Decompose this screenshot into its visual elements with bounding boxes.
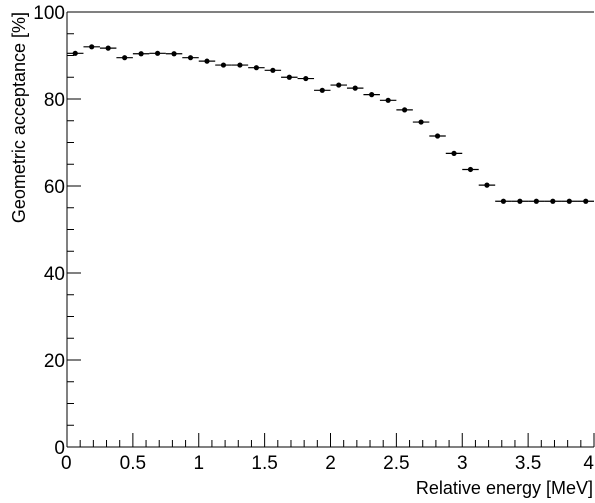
y-tick-label: 40 — [44, 264, 65, 285]
data-point — [171, 51, 177, 57]
data-point — [253, 65, 259, 71]
data-point — [517, 198, 523, 204]
x-tick-label: 0 — [61, 453, 72, 474]
data-point — [434, 133, 441, 139]
data-point — [336, 82, 342, 88]
data-point — [484, 182, 490, 188]
data-point — [500, 198, 507, 204]
data-points — [67, 44, 594, 204]
y-tick-label: 80 — [44, 90, 65, 111]
data-point — [220, 62, 227, 68]
data-point — [286, 74, 292, 80]
x-tick-label: 0.5 — [120, 453, 146, 474]
plot-frame — [66, 11, 594, 448]
data-point — [402, 107, 408, 113]
x-tick-label: 3.5 — [515, 453, 541, 474]
x-tick-label: 2.5 — [383, 453, 409, 474]
x-tick-label: 1.5 — [251, 453, 277, 474]
data-point — [270, 67, 276, 73]
data-point — [385, 97, 391, 103]
x-axis: 0 0.5 1 1.5 2 2.5 3 3.5 4 — [61, 433, 595, 474]
data-point — [467, 166, 474, 173]
data-point — [583, 198, 589, 204]
data-point — [237, 62, 243, 68]
y-axis-title: Geometric acceptance [%] — [9, 12, 29, 223]
data-point — [154, 50, 161, 56]
x-tick-label: 2 — [325, 453, 336, 474]
data-point — [369, 92, 375, 98]
data-point — [451, 150, 457, 156]
x-tick-label: 3 — [457, 453, 468, 474]
data-point — [566, 198, 572, 204]
data-point — [138, 51, 144, 57]
data-point — [352, 85, 358, 91]
data-point — [550, 198, 556, 204]
y-tick-label: 0 — [54, 438, 65, 459]
data-point — [187, 55, 194, 61]
data-point — [89, 44, 95, 50]
x-tick-label: 1 — [193, 453, 204, 474]
x-axis-title: Relative energy [MeV] — [416, 478, 593, 498]
x-tick-label: 4 — [583, 453, 594, 474]
data-point — [533, 198, 539, 204]
data-point — [105, 45, 111, 51]
y-tick-label: 100 — [33, 3, 65, 24]
data-point — [303, 75, 309, 82]
y-axis: 0 20 40 60 80 100 — [33, 3, 81, 459]
data-point — [72, 50, 78, 56]
y-tick-label: 20 — [44, 351, 65, 372]
data-point — [122, 55, 128, 61]
data-point — [418, 119, 424, 125]
data-point — [319, 87, 325, 93]
y-tick-label: 60 — [44, 177, 65, 198]
data-point — [204, 58, 210, 64]
